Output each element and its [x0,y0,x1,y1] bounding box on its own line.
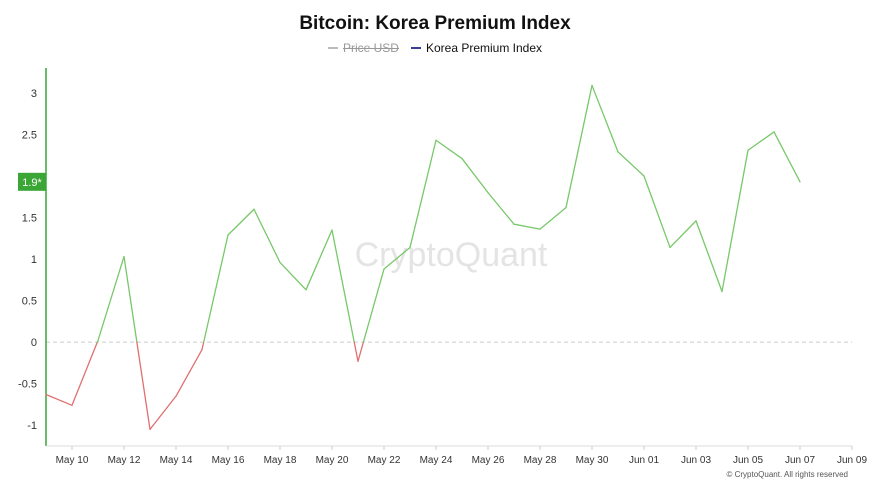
x-tick-label: May 16 [212,455,245,466]
watermark-text: CryptoQuant [355,236,548,274]
series-segment [203,234,229,343]
series-segment [695,220,723,293]
series-segment [591,84,619,153]
x-tick-label: May 26 [472,455,505,466]
series-segment [149,395,177,431]
x-tick-label: Jun 03 [681,455,711,466]
series-korea-premium-index [45,84,801,431]
y-axis-ticks: 3 2.5 1.5 1 0.5 0 -0.5 -1 [18,88,37,432]
series-segment [383,246,411,270]
series-segment [331,229,355,343]
y-tick-label: 1 [31,254,37,266]
series-segment [721,149,749,293]
series-segment [747,131,775,151]
y-tick-label: -0.5 [18,379,37,391]
series-segment [123,255,138,343]
series-segment [362,268,385,343]
series-segment [773,131,801,183]
x-tick-label: Jun 05 [733,455,763,466]
current-value-marker: 1.9* [18,172,46,191]
series-segment [227,208,255,236]
series-segment [617,151,645,177]
x-tick-label: May 22 [368,455,401,466]
series-segment [643,175,671,249]
series-segment [201,341,205,351]
legend-label: Korea Premium Index [425,41,543,55]
watermark: CryptoQuant [355,236,548,274]
x-tick-label: Jun 09 [837,455,867,466]
series-segment [539,206,567,230]
series-segment [435,139,463,160]
x-tick-label: May 24 [420,455,453,466]
y-tick-label: 0 [31,337,37,349]
series-segment [305,229,333,291]
legend-line-icon [327,47,338,49]
x-tick-label: May 12 [108,455,141,466]
legend: Price USD Korea Premium Index [0,41,870,55]
series-segment [97,255,125,342]
y-tick-label: 1.5 [22,213,37,225]
legend-line-icon [410,47,421,49]
copyright-notice: © CryptoQuant. All rights reserved [726,470,849,479]
y-tick-label: 3 [31,88,37,100]
legend-item-korea-premium-index[interactable]: Korea Premium Index [410,41,543,55]
series-segment [565,84,593,209]
x-tick-label: Jun 01 [629,455,659,466]
current-value-marker-label: 1.9* [22,177,42,189]
x-axis-ticks: May 10 May 12 May 14 May 16 May 18 May 20 May … [56,446,867,466]
y-tick-label: -1 [27,420,37,432]
legend-label: Price USD [342,41,399,55]
y-tick-label: 2.5 [22,129,37,141]
x-tick-label: May 10 [56,455,89,466]
series-segment [45,393,73,406]
x-tick-label: May 20 [316,455,349,466]
current-value-marker-bg [18,172,46,191]
series-segment [409,139,437,249]
series-segment [461,157,489,194]
y-tick-label: 0.5 [22,296,37,308]
x-tick-label: May 18 [264,455,297,466]
series-segment [353,341,359,362]
series-segment [487,191,515,225]
series-segment [71,341,98,406]
chart-title: Bitcoin: Korea Premium Index [299,13,571,34]
legend-item-price-usd[interactable]: Price USD [327,41,399,55]
series-segment [669,220,697,249]
x-tick-label: May 28 [524,455,557,466]
series-segment [513,223,541,230]
series-segment [357,341,365,362]
x-tick-label: May 14 [160,455,193,466]
series-segment [279,261,307,291]
series-segment [175,348,203,397]
series-segment [253,208,281,264]
x-tick-label: Jun 07 [785,455,815,466]
x-tick-label: May 30 [576,455,609,466]
series-segment [136,341,151,431]
